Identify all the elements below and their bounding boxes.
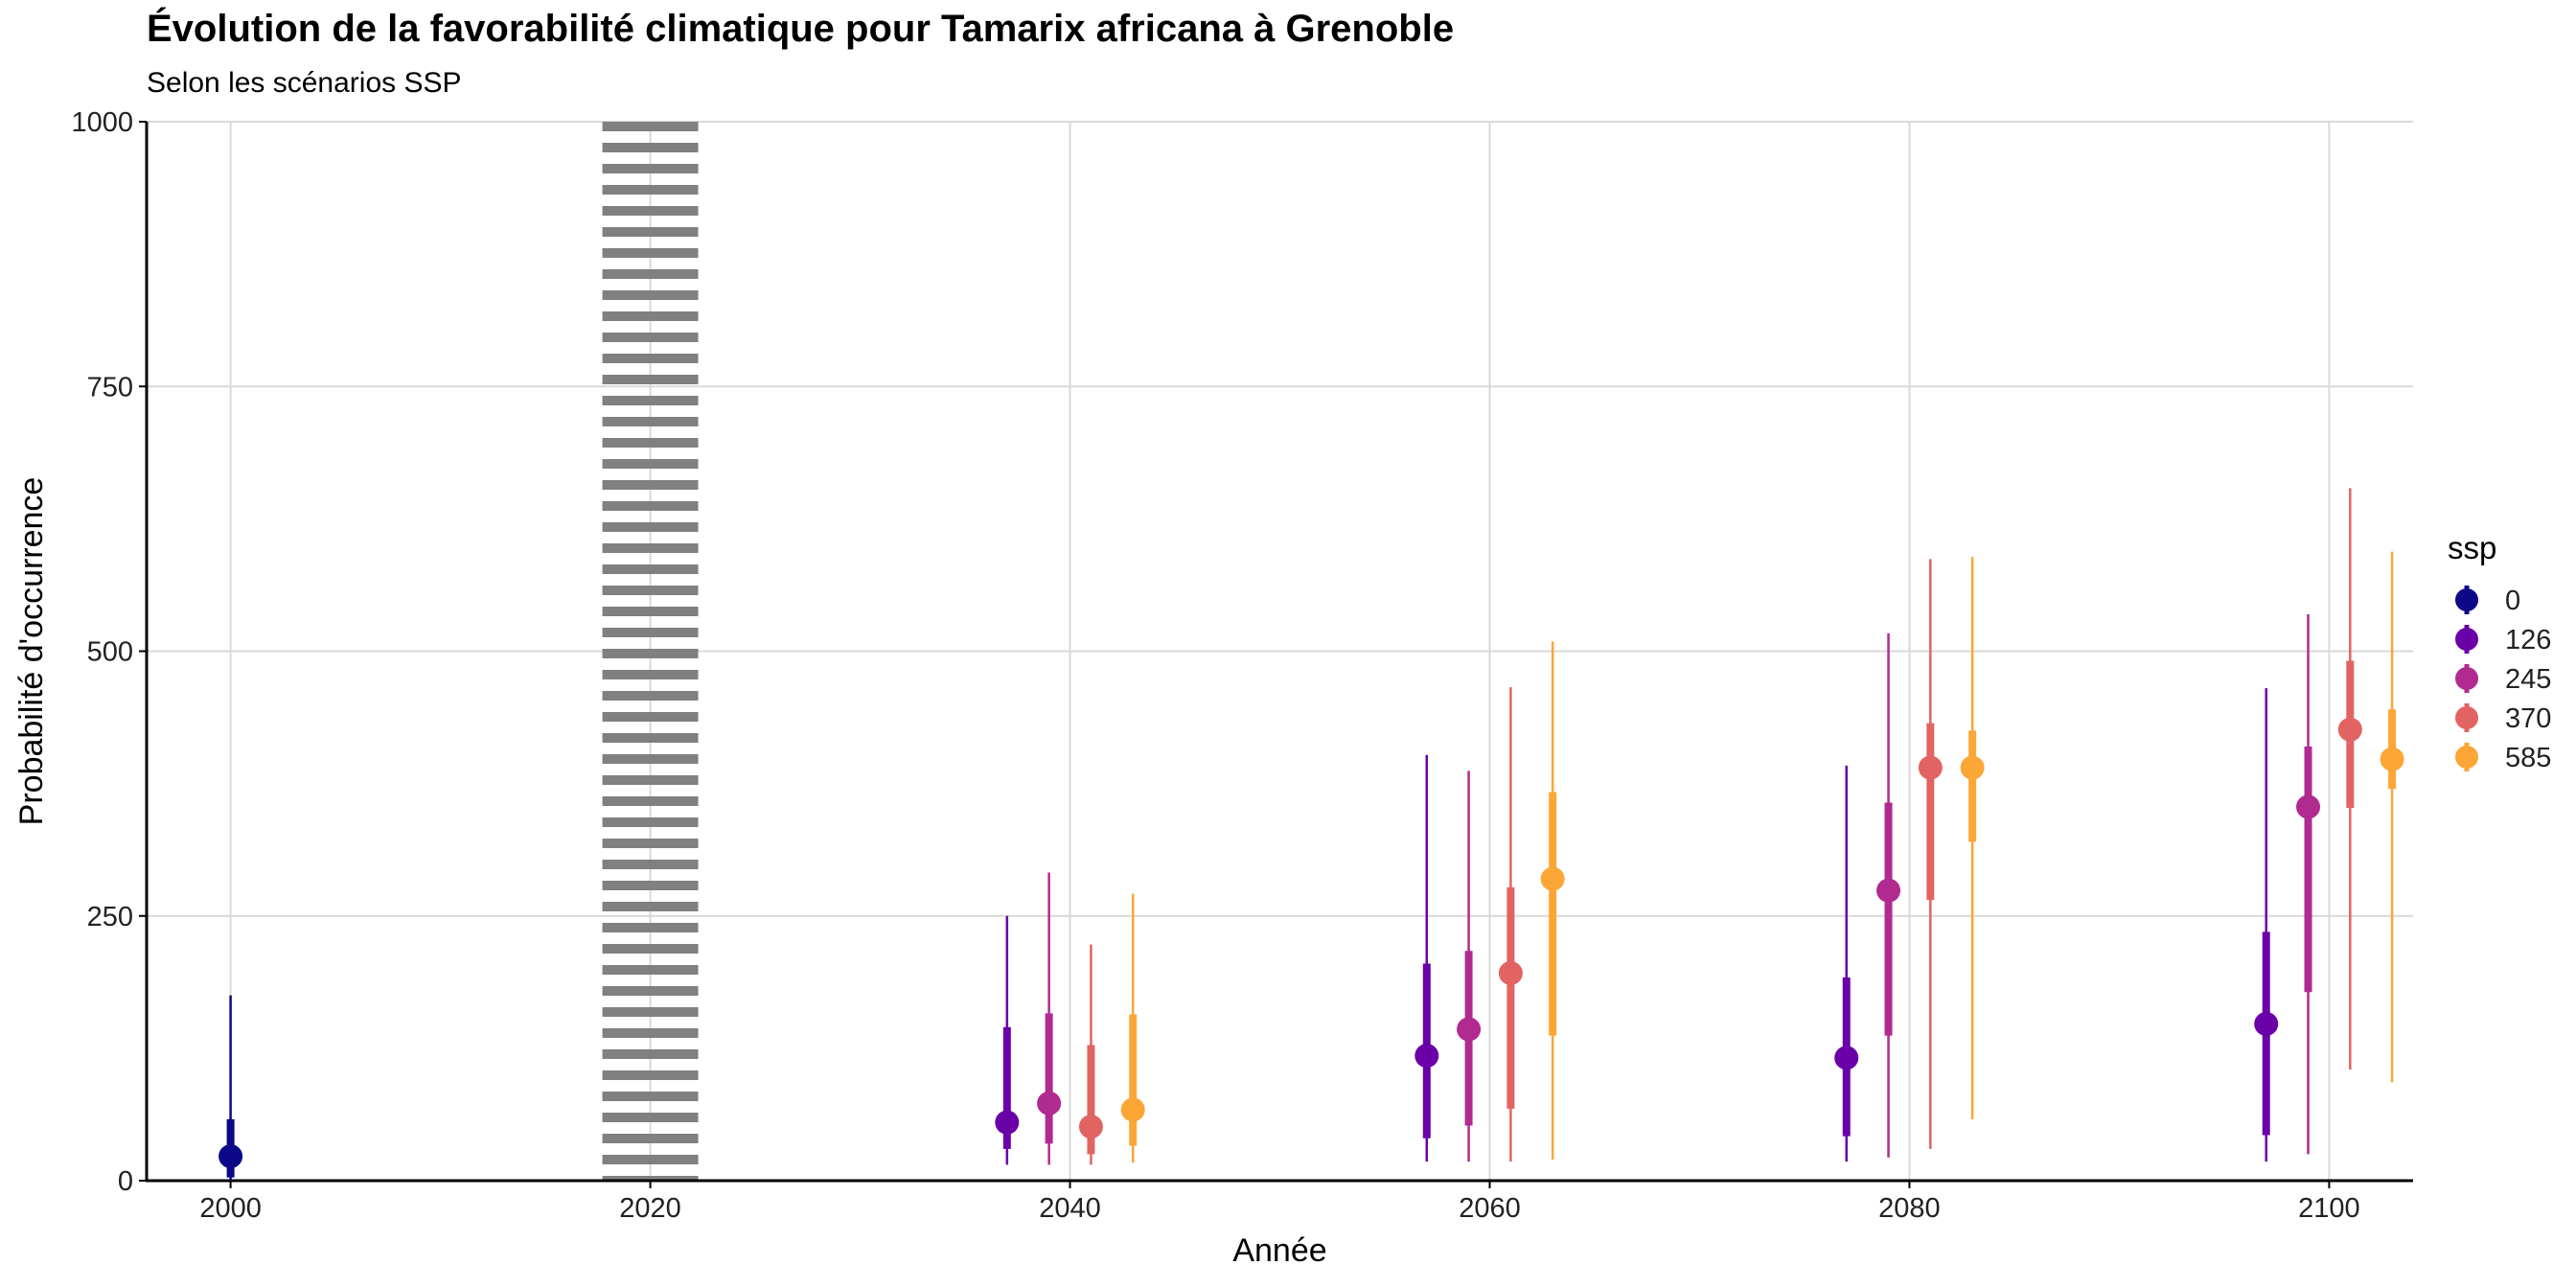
legend-key-point [2455,588,2478,611]
legend-key-ssp-585 [2455,743,2478,771]
legend-label-ssp-585: 585 [2505,743,2551,773]
median-point-ssp-126 [1834,1046,1859,1070]
chart-title: Évolution de la favorabilité climatique … [147,8,1455,50]
y-tick-label: 0 [118,1166,133,1197]
legend-key-ssp-370 [2455,703,2478,732]
x-tick-label: 2080 [1878,1193,1941,1224]
x-tick-label: 2020 [619,1193,681,1224]
legend-label-ssp-0: 0 [2505,586,2520,616]
x-tick-label: 2000 [199,1193,262,1224]
median-point-ssp-126 [2254,1011,2279,1036]
median-point-ssp-370 [1498,960,1523,985]
legend-key-point [2455,667,2478,690]
legend-key-ssp-0 [2455,586,2478,614]
legend-key-point [2455,628,2478,651]
legend-key-point [2455,706,2478,729]
x-axis-title: Année [1232,1232,1326,1269]
x-tick-label: 2100 [2298,1193,2360,1224]
median-point-ssp-585 [1960,755,1985,780]
median-point-ssp-126 [1414,1044,1439,1069]
legend-key-ssp-245 [2455,664,2478,693]
grid-lines [147,121,2413,1182]
median-point-ssp-370 [1918,755,1943,780]
legend-label-ssp-370: 370 [2505,703,2551,734]
median-point-ssp-585 [1540,866,1565,891]
median-point-ssp-245 [1876,878,1901,903]
y-tick-label: 250 [87,902,133,932]
legend: ssp 0 126 245 370 585 [2448,530,2551,773]
y-tick-label: 750 [87,372,133,402]
median-point-ssp-245 [2296,794,2321,819]
axes: 0 250 500 750 1000 2000 2020 2040 2060 2080 2100 [71,107,2413,1224]
y-tick-label: 500 [87,637,133,668]
data-marks [218,488,2404,1181]
x-tick-label: 2040 [1039,1193,1101,1224]
legend-key-point [2455,746,2478,769]
legend-key-ssp-126 [2455,625,2478,654]
legend-label-ssp-245: 245 [2505,664,2551,695]
median-point-ssp-126 [995,1110,1020,1135]
x-tick-label: 2060 [1459,1193,1521,1224]
median-point-ssp-585 [1120,1097,1145,1122]
legend-label-ssp-126: 126 [2505,625,2551,656]
median-point-ssp-585 [2380,747,2404,771]
chart-subtitle: Selon les scénarios SSP [147,67,462,99]
median-point-ssp-245 [1457,1017,1482,1042]
median-point-ssp-370 [2337,717,2362,742]
median-point-ssp-370 [1078,1115,1103,1139]
median-point-ssp-0 [218,1144,243,1169]
median-point-ssp-245 [1037,1091,1062,1116]
y-tick-label: 1000 [71,107,133,138]
y-axis-title: Probabilité d'occurrence [13,477,50,826]
legend-title: ssp [2448,530,2496,565]
